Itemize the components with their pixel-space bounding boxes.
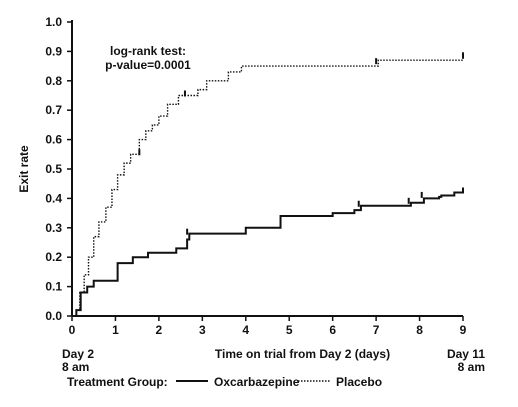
x-tick-label: 7: [373, 323, 380, 337]
y-tick-label: 0.7: [45, 103, 62, 117]
y-tick-label: 0.0: [45, 309, 62, 323]
x-tick-label: 4: [242, 323, 249, 337]
legend-label-oxcarbazepine: Oxcarbazepine: [214, 375, 300, 389]
x-axis-title: Time on trial from Day 2 (days): [215, 347, 390, 361]
legend: Treatment Group: Oxcarbazepine Placebo: [67, 375, 382, 389]
x-tick-label: 8: [416, 323, 423, 337]
x-start-label: Day 2: [62, 347, 94, 361]
x-tick-label: 2: [156, 323, 163, 337]
y-tick-label: 0.2: [45, 250, 62, 264]
y-tick-label: 0.9: [45, 44, 62, 58]
x-tick-label: 3: [199, 323, 206, 337]
text-layer: 0.0 0.1 0.2 0.3 0.4 0.5 0.6 0.7 0.8 0.9 1.0 0 1 2 3 4 5 6…: [17, 15, 485, 389]
series-line-placebo: [72, 57, 464, 317]
y-tick-label: 0.5: [45, 162, 62, 176]
x-tick-label: 6: [329, 323, 336, 337]
x-start-label: 8 am: [62, 360, 89, 374]
y-axis-title: Exit rate: [17, 145, 31, 193]
legend-title: Treatment Group:: [67, 375, 168, 389]
x-end-label: 8 am: [458, 360, 485, 374]
x-tick-label: 0: [69, 323, 76, 337]
axes: [67, 20, 464, 321]
x-tick-label: 1: [112, 323, 119, 337]
y-tick-label: 0.4: [45, 191, 62, 205]
annotation-text: log-rank test:: [110, 44, 186, 58]
annotation-text: p-value=0.0001: [105, 58, 191, 72]
y-tick-label: 0.3: [45, 221, 62, 235]
series-line-oxcarbazepine: [72, 191, 463, 317]
legend-label-placebo: Placebo: [336, 375, 382, 389]
y-tick-label: 0.8: [45, 74, 62, 88]
x-tick-label: 5: [286, 323, 293, 337]
x-end-label: Day 11: [447, 347, 485, 361]
x-tick-label: 9: [460, 323, 467, 337]
y-tick-label: 0.1: [45, 280, 62, 294]
y-tick-label: 0.6: [45, 133, 62, 147]
series-layer: [72, 52, 464, 317]
y-tick-label: 1.0: [45, 15, 62, 29]
